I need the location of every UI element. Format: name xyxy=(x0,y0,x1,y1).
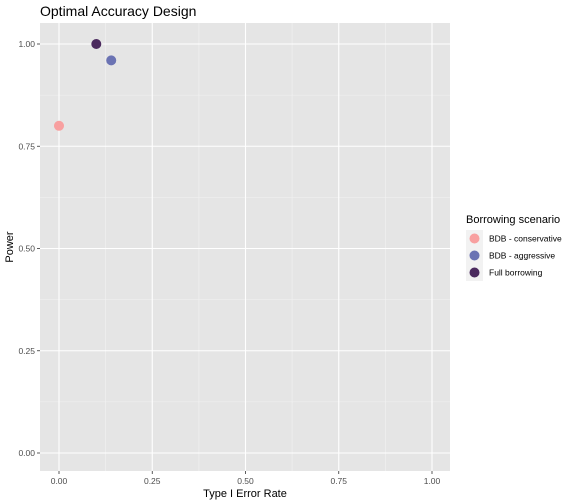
legend-title: Borrowing scenario xyxy=(466,214,560,226)
legend: Borrowing scenario BDB - conservative BDB… xyxy=(466,214,562,281)
data-point xyxy=(106,55,117,66)
y-tick-label: 1.00 xyxy=(18,39,35,49)
y-tick-label: 0.75 xyxy=(18,141,35,151)
x-tick-label: 0.25 xyxy=(144,476,161,486)
legend-label: BDB - aggressive xyxy=(489,251,555,261)
y-axis-label: Power xyxy=(4,231,16,263)
legend-key-marker xyxy=(469,267,480,278)
x-tick-label: 0.75 xyxy=(330,476,347,486)
y-tick-label: 0.00 xyxy=(18,448,35,458)
legend-label: BDB - conservative xyxy=(489,234,562,244)
data-points xyxy=(54,39,117,131)
x-tick-label: 1.00 xyxy=(424,476,441,486)
y-tick-label: 0.50 xyxy=(18,244,35,254)
chart-title: Optimal Accuracy Design xyxy=(40,3,196,19)
data-point xyxy=(54,120,64,131)
legend-label: Full borrowing xyxy=(489,268,543,278)
x-tick-label: 0.00 xyxy=(51,476,68,486)
legend-key-marker xyxy=(469,233,480,244)
y-axis-ticks: 0.00 0.25 0.50 0.75 1.00 xyxy=(18,39,40,458)
legend-key-marker xyxy=(469,250,480,261)
x-tick-label: 0.50 xyxy=(237,476,254,486)
y-tick-label: 0.25 xyxy=(18,346,35,356)
data-point xyxy=(91,39,102,49)
major-gridlines xyxy=(40,23,450,471)
x-axis-ticks: 0.00 0.25 0.50 0.75 1.00 xyxy=(51,471,441,486)
x-axis-label: Type I Error Rate xyxy=(203,488,287,500)
